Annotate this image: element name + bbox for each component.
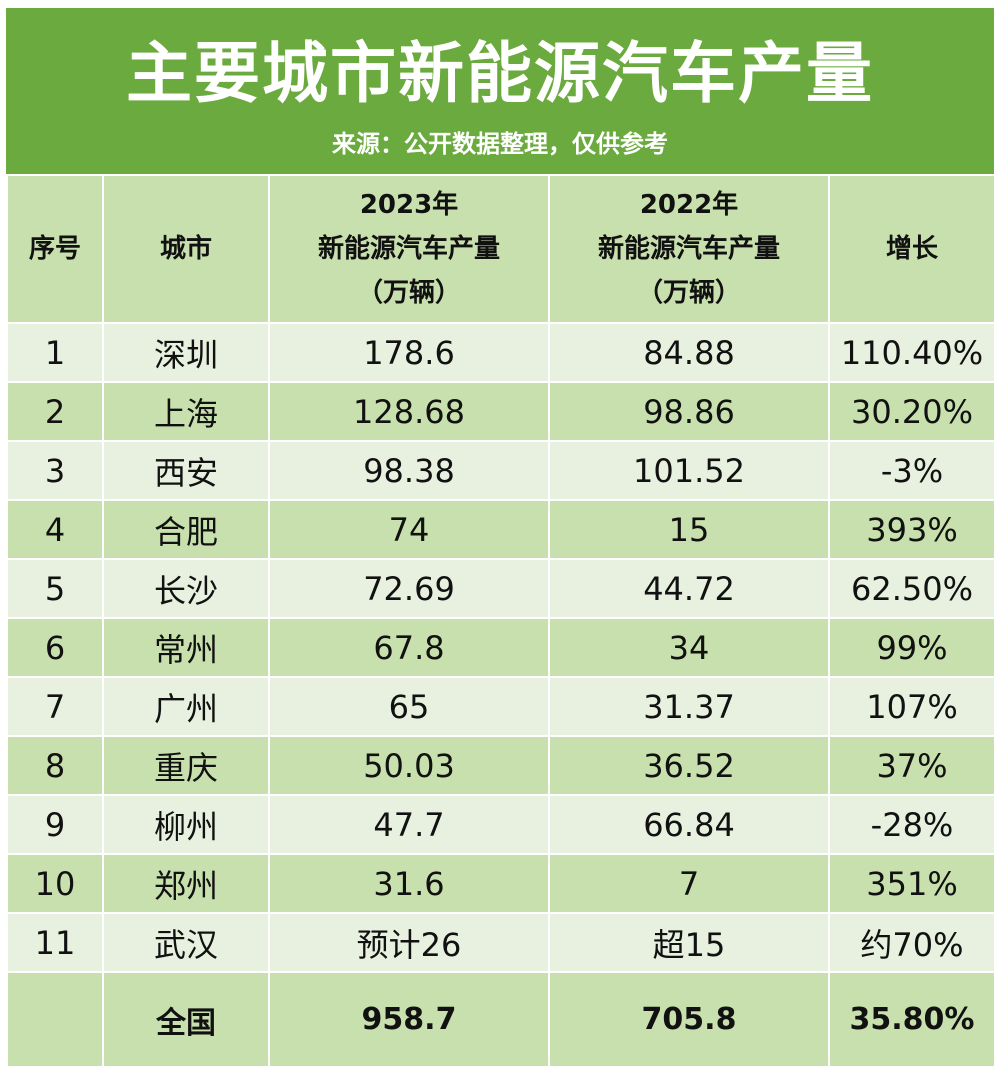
- cell-index: 3: [6, 440, 104, 501]
- cell-2023: 65: [268, 676, 550, 737]
- cell-2023: 178.6: [268, 322, 550, 383]
- header-2022-year: 2022年: [639, 190, 739, 220]
- cell-city: 西安: [102, 440, 270, 501]
- cell-city: 武汉: [102, 912, 270, 973]
- table-row: 9 柳州 47.7 66.84 -28%: [6, 794, 996, 855]
- cell-city: 合肥: [102, 499, 270, 560]
- header-growth: 增长: [828, 174, 996, 324]
- table-row: 8 重庆 50.03 36.52 37%: [6, 735, 996, 796]
- cell-index: 10: [6, 853, 104, 914]
- total-2022: 705.8: [548, 971, 830, 1068]
- header-2022-unit: （万辆）: [636, 278, 741, 308]
- cell-city: 郑州: [102, 853, 270, 914]
- title-banner: 主要城市新能源汽车产量 来源：公开数据整理，仅供参考: [6, 8, 994, 174]
- header-2023-year: 2023年: [359, 190, 459, 220]
- total-row: 全国 958.7 705.8 35.80%: [6, 971, 996, 1068]
- cell-growth: 99%: [828, 617, 996, 678]
- cell-2023: 预计26: [268, 912, 550, 973]
- cell-2022: 44.72: [548, 558, 830, 619]
- cell-2022: 98.86: [548, 381, 830, 442]
- cell-index: 1: [6, 322, 104, 383]
- header-index: 序号: [6, 174, 104, 324]
- cell-growth: 约70%: [828, 912, 996, 973]
- cell-city: 深圳: [102, 322, 270, 383]
- cell-index: 11: [6, 912, 104, 973]
- cell-2023: 67.8: [268, 617, 550, 678]
- cell-growth: 30.20%: [828, 381, 996, 442]
- cell-2022: 31.37: [548, 676, 830, 737]
- cell-2022: 66.84: [548, 794, 830, 855]
- cell-city: 广州: [102, 676, 270, 737]
- cell-2022: 15: [548, 499, 830, 560]
- cell-city: 长沙: [102, 558, 270, 619]
- cell-index: 8: [6, 735, 104, 796]
- table-row: 5 长沙 72.69 44.72 62.50%: [6, 558, 996, 619]
- page-title: 主要城市新能源汽车产量: [126, 35, 874, 112]
- cell-growth: 393%: [828, 499, 996, 560]
- cell-2022: 101.52: [548, 440, 830, 501]
- total-2023: 958.7: [268, 971, 550, 1068]
- total-index: [6, 971, 104, 1068]
- table-row: 4 合肥 74 15 393%: [6, 499, 996, 560]
- table-row: 1 深圳 178.6 84.88 110.40%: [6, 322, 996, 383]
- cell-growth: 110.40%: [828, 322, 996, 383]
- table-row: 10 郑州 31.6 7 351%: [6, 853, 996, 914]
- table-row: 11 武汉 预计26 超15 约70%: [6, 912, 996, 973]
- cell-2023: 98.38: [268, 440, 550, 501]
- table-header-row: 序号 城市 2023年 新能源汽车产量 （万辆） 2022年 新能源汽车产量 （…: [6, 174, 996, 324]
- cell-city: 重庆: [102, 735, 270, 796]
- cell-2022: 84.88: [548, 322, 830, 383]
- header-2022-name: 新能源汽车产量: [597, 234, 780, 264]
- header-2023: 2023年 新能源汽车产量 （万辆）: [268, 174, 550, 324]
- cell-2023: 47.7: [268, 794, 550, 855]
- cell-2023: 74: [268, 499, 550, 560]
- total-label: 全国: [102, 971, 270, 1068]
- table-body: 1 深圳 178.6 84.88 110.40% 2 上海 128.68 98.86 30.20%…: [6, 322, 996, 1068]
- header-city: 城市: [102, 174, 270, 324]
- cell-city: 常州: [102, 617, 270, 678]
- cell-index: 2: [6, 381, 104, 442]
- table-row: 2 上海 128.68 98.86 30.20%: [6, 381, 996, 442]
- table-row: 3 西安 98.38 101.52 -3%: [6, 440, 996, 501]
- cell-index: 7: [6, 676, 104, 737]
- production-table: 序号 城市 2023年 新能源汽车产量 （万辆） 2022年 新能源汽车产量 （…: [6, 174, 996, 1068]
- cell-2023: 50.03: [268, 735, 550, 796]
- cell-2022: 34: [548, 617, 830, 678]
- cell-growth: 37%: [828, 735, 996, 796]
- cell-2023: 72.69: [268, 558, 550, 619]
- cell-index: 5: [6, 558, 104, 619]
- cell-growth: -3%: [828, 440, 996, 501]
- cell-2022: 7: [548, 853, 830, 914]
- header-2023-unit: （万辆）: [356, 278, 461, 308]
- header-2023-name: 新能源汽车产量: [317, 234, 500, 264]
- total-growth: 35.80%: [828, 971, 996, 1068]
- cell-index: 4: [6, 499, 104, 560]
- cell-2023: 31.6: [268, 853, 550, 914]
- cell-index: 9: [6, 794, 104, 855]
- cell-city: 柳州: [102, 794, 270, 855]
- table-row: 7 广州 65 31.37 107%: [6, 676, 996, 737]
- cell-2023: 128.68: [268, 381, 550, 442]
- cell-growth: 107%: [828, 676, 996, 737]
- cell-growth: 62.50%: [828, 558, 996, 619]
- cell-growth: 351%: [828, 853, 996, 914]
- cell-growth: -28%: [828, 794, 996, 855]
- cell-city: 上海: [102, 381, 270, 442]
- source-note: 来源：公开数据整理，仅供参考: [332, 130, 668, 158]
- table-row: 6 常州 67.8 34 99%: [6, 617, 996, 678]
- header-2022: 2022年 新能源汽车产量 （万辆）: [548, 174, 830, 324]
- cell-2022: 36.52: [548, 735, 830, 796]
- cell-2022: 超15: [548, 912, 830, 973]
- cell-index: 6: [6, 617, 104, 678]
